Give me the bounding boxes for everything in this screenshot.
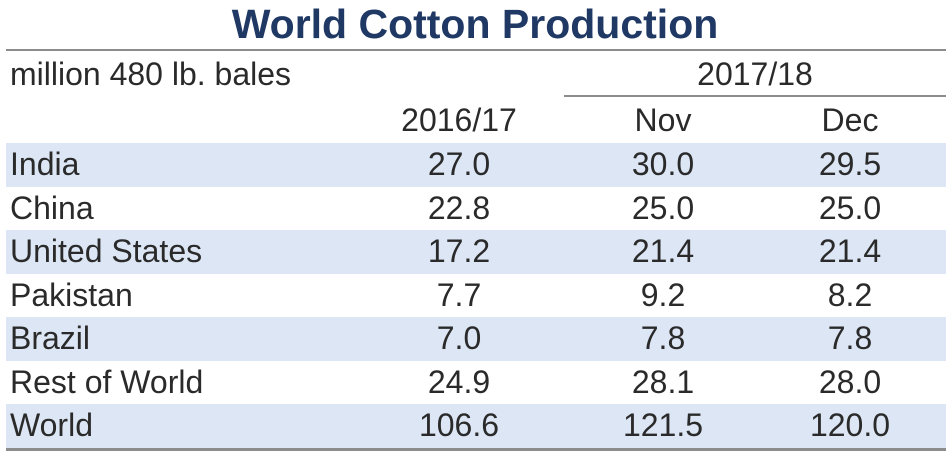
cell-value: 7.8 (827, 320, 873, 356)
cell-value: 120.0 (809, 407, 891, 443)
cell-value: 121.5 (622, 407, 704, 443)
table-body: India 27.0 30.0 29.5 China 22.8 25.0 25.… (6, 143, 946, 448)
cell-value: 9.2 (640, 276, 686, 313)
table-title: World Cotton Production (231, 1, 719, 47)
group-header-rule (564, 95, 946, 97)
row-label: China (10, 189, 94, 226)
units-label: million 480 lb. bales (10, 56, 292, 92)
cell-value: 28.0 (818, 363, 882, 400)
table-row: Rest of World 24.9 28.1 28.0 (6, 361, 946, 405)
column-header-nov: Nov (634, 102, 692, 138)
cell-value: 106.6 (418, 407, 500, 443)
cell-value: 29.5 (818, 146, 882, 182)
cell-value: 24.9 (427, 363, 491, 400)
table-row: World 106.6 121.5 120.0 (6, 404, 946, 448)
cell-value: 28.1 (631, 363, 695, 400)
cell-value: 21.4 (818, 233, 882, 269)
row-label: India (10, 146, 80, 182)
cell-value: 30.0 (631, 146, 695, 182)
cell-value: 25.0 (631, 189, 695, 226)
cell-value: 7.7 (436, 276, 482, 313)
cell-value: 22.8 (427, 189, 491, 226)
cell-value: 7.0 (436, 320, 482, 356)
row-label: Brazil (10, 320, 91, 356)
row-label: Rest of World (10, 363, 204, 400)
table-row: Pakistan 7.7 9.2 8.2 (6, 274, 946, 318)
row-label: World (10, 407, 93, 443)
cell-value: 8.2 (827, 276, 873, 313)
cell-value: 27.0 (427, 146, 491, 182)
table-row: Brazil 7.0 7.8 7.8 (6, 317, 946, 361)
row-label: Pakistan (10, 276, 133, 313)
group-header-year: 2017/18 (697, 56, 813, 92)
column-header-2016-17: 2016/17 (401, 102, 517, 138)
cell-value: 21.4 (631, 233, 695, 269)
top-rule (6, 49, 946, 51)
table-row: India 27.0 30.0 29.5 (6, 143, 946, 187)
cell-value: 17.2 (427, 233, 491, 269)
row-label: United States (10, 233, 203, 269)
cell-value: 25.0 (818, 189, 882, 226)
table-row: China 22.8 25.0 25.0 (6, 187, 946, 231)
column-header-dec: Dec (821, 102, 879, 138)
table-row: United States 17.2 21.4 21.4 (6, 230, 946, 274)
cell-value: 7.8 (640, 320, 686, 356)
bottom-rule (6, 448, 946, 451)
